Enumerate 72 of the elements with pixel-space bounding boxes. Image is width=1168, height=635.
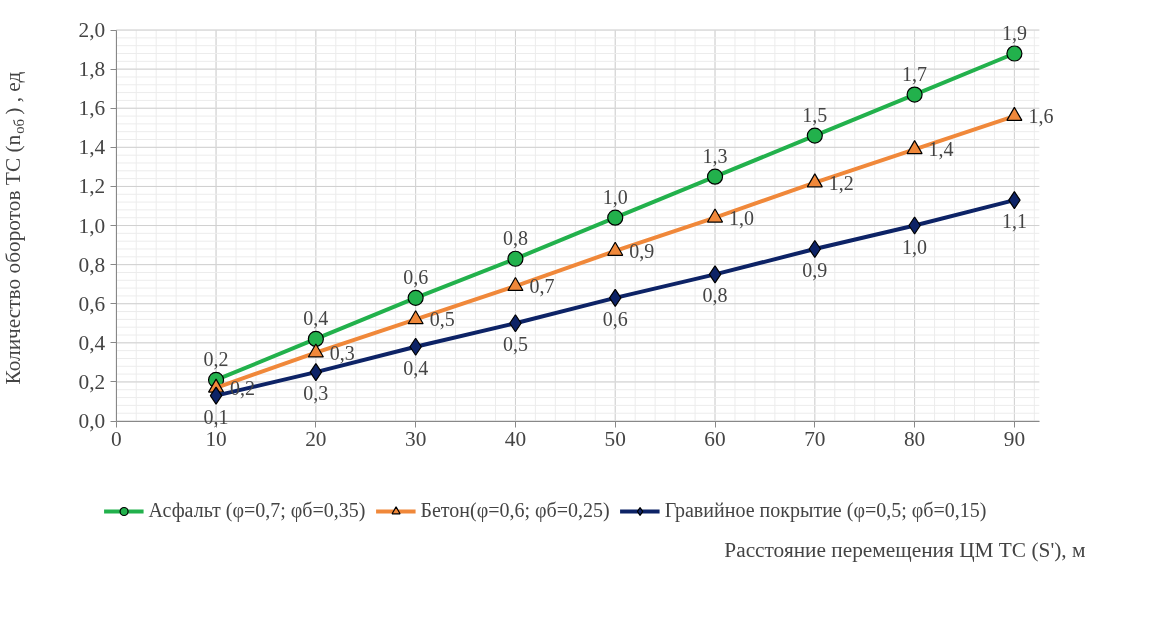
y-tick-label: 1,0 — [78, 213, 106, 238]
data-label: 1,5 — [802, 103, 828, 126]
data-label: 0,9 — [802, 259, 828, 281]
data-label: 1,9 — [1001, 21, 1027, 44]
data-label: 1,4 — [928, 138, 954, 161]
point — [307, 343, 324, 358]
data-label: 0,4 — [403, 356, 429, 379]
data-label: 0,9 — [629, 239, 655, 262]
point — [806, 173, 823, 188]
data-label: 0,4 — [303, 306, 329, 329]
point — [706, 208, 724, 223]
point — [607, 241, 624, 256]
x-tick-label: 0 — [110, 427, 122, 452]
data-label: 1,0 — [602, 185, 628, 208]
point — [906, 140, 923, 155]
point — [309, 363, 323, 382]
data-label: 1,1 — [1001, 210, 1027, 233]
point — [407, 310, 424, 325]
point — [708, 265, 722, 284]
point — [806, 127, 823, 144]
x-tick-label: 30 — [404, 427, 427, 452]
data-label: 0,8 — [702, 284, 728, 307]
data-label: 0,6 — [403, 265, 429, 288]
data-label: 0,3 — [303, 382, 329, 405]
point — [608, 288, 622, 307]
y-tick-label: 1,6 — [78, 96, 106, 121]
data-label: 1,2 — [828, 171, 854, 194]
point — [407, 289, 424, 306]
x-tick-label: 10 — [205, 427, 227, 452]
x-tick-label: 90 — [1003, 427, 1026, 452]
x-tick-label: 70 — [804, 427, 826, 452]
x-tick-label: 80 — [903, 427, 926, 452]
data-label: 0,3 — [329, 341, 355, 364]
y-axis-title: Количество оборотов ТС (nоб) , ед — [1, 71, 28, 385]
y-tick-label: 1,2 — [78, 174, 106, 199]
x-tick-label: 20 — [305, 427, 327, 452]
data-label: 1,6 — [1028, 105, 1054, 128]
x-tick-label: 60 — [704, 427, 726, 452]
data-label: 0,5 — [429, 308, 455, 331]
point — [209, 386, 223, 405]
point — [507, 250, 524, 267]
data-label: 0,2 — [203, 347, 229, 370]
y-tick-label: 1,8 — [78, 57, 106, 82]
point — [706, 168, 724, 185]
data-label: 1,3 — [702, 144, 728, 167]
point — [1006, 45, 1023, 62]
x-axis-title: Расстояние перемещения ЦМ ТС (S'), м — [724, 537, 1086, 562]
y-tick-label: 0,6 — [78, 291, 106, 316]
point — [906, 86, 923, 103]
legend-label: Бетон(φ=0,6; φб=0,25) — [420, 499, 610, 522]
data-label: 1,0 — [729, 206, 755, 229]
data-label: 0,5 — [502, 333, 528, 356]
data-label: 1,7 — [902, 62, 928, 85]
data-label: 0,6 — [602, 307, 628, 330]
y-tick-label: 0,0 — [78, 409, 106, 434]
y-tick-label: 1,4 — [78, 135, 106, 160]
point — [1006, 106, 1023, 121]
y-tick-label: 0,2 — [78, 369, 106, 394]
data-label: 1,0 — [902, 235, 928, 258]
point — [507, 276, 524, 292]
legend-label: Гравийное покрытие (φ=0,5; φб=0,15) — [664, 499, 987, 522]
y-tick-label: 0,4 — [78, 330, 106, 355]
legend-label: Асфальт (φ=0,7; φб=0,35) — [148, 499, 366, 522]
data-label: 0,8 — [502, 226, 528, 249]
y-tick-label: 0,8 — [78, 252, 106, 277]
point — [607, 209, 624, 226]
data-label: 0,7 — [529, 275, 555, 298]
y-tick-label: 2,0 — [78, 18, 106, 43]
point — [808, 239, 822, 259]
x-tick-label: 40 — [504, 427, 527, 452]
point — [307, 330, 324, 348]
x-tick-label: 50 — [604, 427, 626, 452]
